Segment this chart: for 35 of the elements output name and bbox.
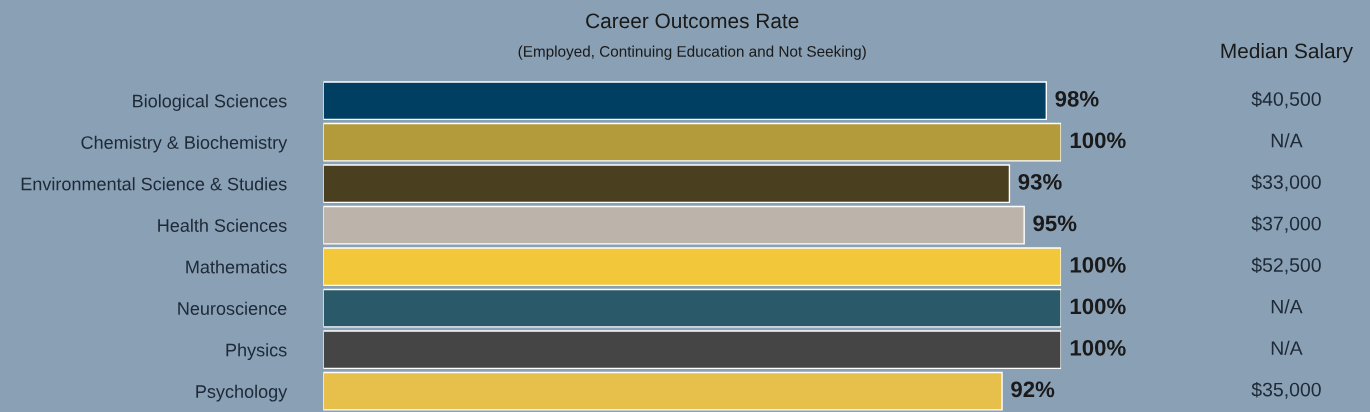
chart-subtitle: (Employed, Continuing Education and Not Seeking) — [518, 45, 866, 60]
y-tick-label: Mathematics — [186, 260, 287, 274]
bar — [323, 164, 1011, 204]
text: $40,500 — [1251, 91, 1321, 109]
text: $37,000 — [1251, 215, 1321, 233]
y-tick-label: Environmental Science & Studies — [21, 177, 287, 191]
text: N/A — [1271, 340, 1303, 355]
y-tick-label: Neuroscience — [178, 301, 287, 315]
bar — [323, 205, 1025, 245]
y-tick-label: Biological Sciences — [133, 94, 287, 111]
data-label: 100% — [1070, 132, 1126, 149]
bar — [323, 81, 1048, 121]
y-tick-label: Physics — [226, 343, 287, 361]
bar — [323, 247, 1062, 287]
bar — [323, 122, 1062, 162]
text: $35,000 — [1251, 381, 1321, 399]
text: $52,500 — [1251, 257, 1321, 275]
y-tick-label: Psychology — [196, 384, 288, 402]
text: $33,000 — [1251, 174, 1321, 192]
text: N/A — [1271, 299, 1303, 314]
data-label: 92% — [1011, 381, 1055, 398]
bar — [323, 371, 1003, 411]
data-label: 100% — [1070, 256, 1126, 273]
bar — [323, 288, 1062, 328]
text: Median Salary — [1221, 43, 1353, 63]
chart-title: Career Outcomes Rate — [586, 13, 799, 29]
data-label: 95% — [1033, 215, 1077, 232]
data-label: 93% — [1018, 173, 1062, 190]
bar — [323, 330, 1062, 370]
y-tick-label: Chemistry & Biochemistry — [81, 135, 288, 153]
text: N/A — [1271, 133, 1303, 148]
data-label: 100% — [1070, 339, 1126, 356]
data-label: 98% — [1055, 90, 1099, 107]
data-label: 100% — [1070, 298, 1126, 315]
y-tick-label: Health Sciences — [158, 218, 287, 232]
